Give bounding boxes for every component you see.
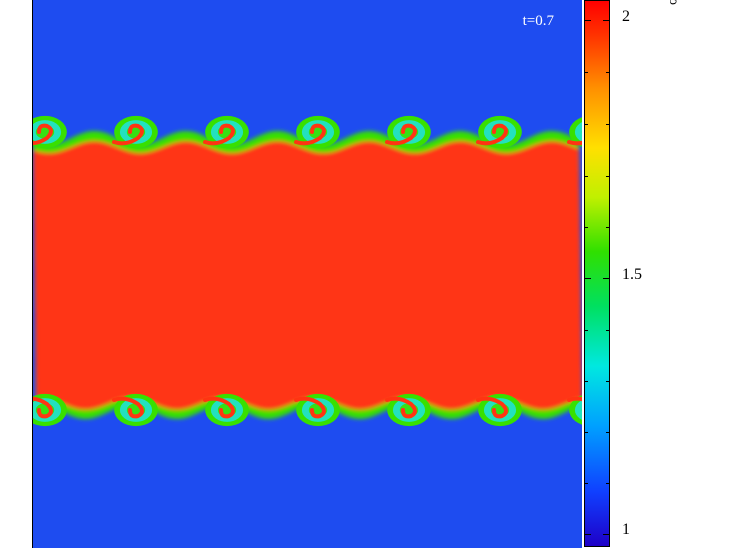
colorbar-tick-right-9 — [606, 483, 610, 484]
time-label: t=0.7 — [522, 13, 554, 29]
colorbar-tick-left-6 — [584, 330, 588, 331]
vortex-bottom-4 — [385, 393, 431, 427]
vortex-top-3 — [294, 115, 340, 149]
vortex-row — [33, 115, 582, 427]
colorbar-tick-right-3 — [606, 176, 610, 177]
shear-layer-band — [33, 131, 582, 419]
colorbar-tick-left-8 — [584, 432, 588, 433]
colorbar-tick-left-2 — [584, 124, 588, 125]
colorbar-tick-label-1: 1 — [622, 521, 630, 538]
colorbar-tick-right-6 — [606, 330, 610, 331]
colorbar-tick-left-9 — [584, 483, 588, 484]
density-field-panel: t=0.7 — [32, 0, 582, 548]
vortex-top-5 — [476, 115, 522, 149]
vortex-top-6 — [567, 117, 582, 147]
colorbar-tick-right-1 — [606, 72, 610, 73]
high-density-region — [33, 141, 582, 410]
colorbar-tick-left-7 — [584, 381, 588, 382]
vortex-bottom-3 — [294, 393, 340, 427]
colorbar-tick-right-4 — [606, 227, 610, 228]
colorbar-tick-left-4 — [584, 227, 588, 228]
vortex-top-1 — [112, 115, 158, 149]
colorbar-tick-right-10 — [603, 534, 610, 535]
colorbar-tick-right-0 — [603, 20, 610, 21]
colorbar-tick-left-3 — [584, 176, 588, 177]
vortex-top-0 — [33, 115, 67, 149]
density-colorbar — [584, 0, 610, 547]
colorbar-tick-left-0 — [584, 20, 591, 21]
colorbar-tick-left-10 — [584, 534, 591, 535]
colorbar-tick-right-5 — [603, 278, 610, 279]
colorbar-tick-right-2 — [606, 124, 610, 125]
colorbar-title: ρ — [666, 0, 681, 5]
colorbar-tick-left-1 — [584, 72, 588, 73]
vortex-bottom-0 — [33, 393, 67, 427]
vortex-top-2 — [203, 115, 249, 149]
colorbar-tick-right-8 — [606, 432, 610, 433]
vortex-bottom-5 — [476, 393, 522, 427]
vortex-bottom-1 — [112, 393, 158, 427]
colorbar-tick-label-1-5: 1.5 — [622, 266, 642, 283]
vortex-top-4 — [385, 115, 431, 149]
vortex-bottom-6 — [567, 395, 582, 425]
colorbar-tick-label-2: 2 — [622, 8, 630, 25]
vortex-bottom-2 — [203, 393, 249, 427]
colorbar-tick-right-7 — [606, 381, 610, 382]
colorbar-tick-left-5 — [584, 278, 591, 279]
density-field-image — [33, 0, 582, 548]
